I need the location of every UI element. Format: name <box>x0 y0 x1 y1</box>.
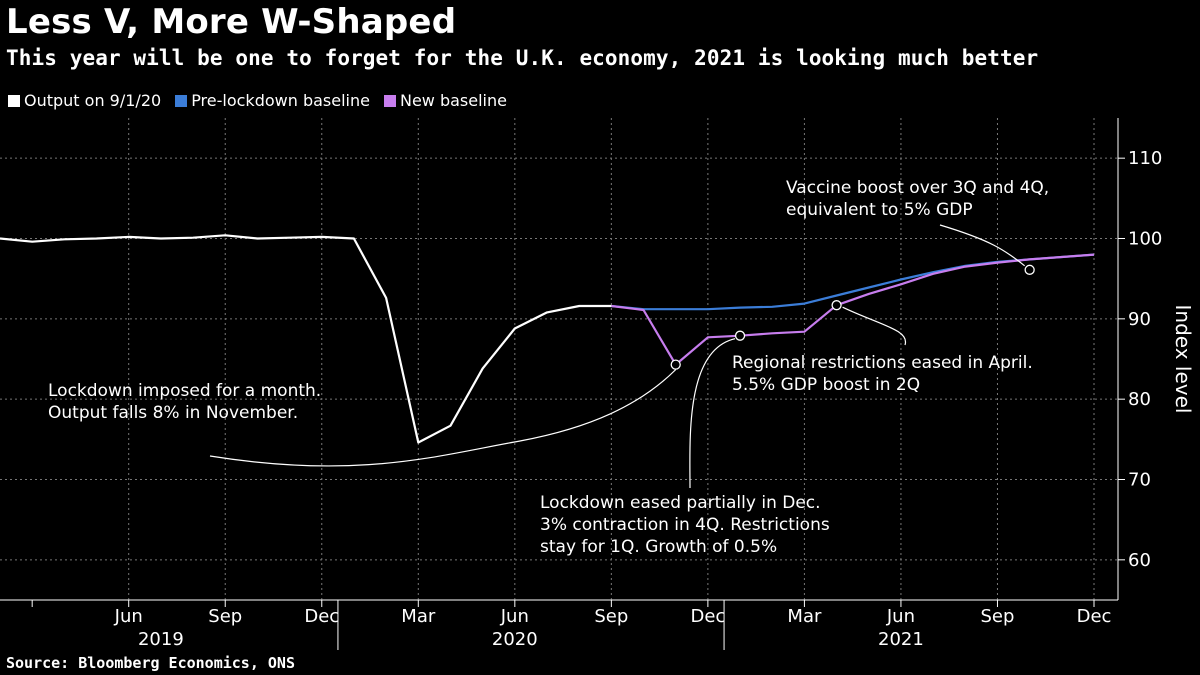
x-tick-label: Dec <box>690 606 725 627</box>
series-line-output-on-9-1-20 <box>0 234 612 444</box>
chart-legend: Output on 9/1/20 Pre-lockdown baseline N… <box>8 91 507 110</box>
annotation-line: 5.5% GDP boost in 2Q <box>732 375 920 395</box>
chart-title: Less V, More W-Shaped <box>6 2 457 42</box>
annotation-marker <box>1024 264 1035 275</box>
year-label: 2021 <box>878 629 924 650</box>
annotation-marker <box>670 359 681 370</box>
annotation-line: equivalent to 5% GDP <box>786 200 973 220</box>
y-tick-label: 110 <box>1128 148 1162 169</box>
annotation-marker <box>831 300 842 311</box>
annotation-line: stay for 1Q. Growth of 0.5% <box>540 537 777 557</box>
annotation-text: Lockdown eased partially in Dec. 3% contr… <box>540 493 830 557</box>
legend-swatch-output <box>8 94 20 107</box>
annotation-leader <box>689 338 736 489</box>
legend-swatch-new-baseline <box>383 94 396 107</box>
y-tick-label: 60 <box>1128 550 1151 571</box>
legend-item-new-baseline: New baseline <box>383 91 507 110</box>
annotation-leader <box>842 306 907 346</box>
y-axis-label: Index level <box>1171 305 1195 414</box>
annotation-line: Output falls 8% in November. <box>48 403 298 423</box>
x-tick-label: Mar <box>787 606 822 627</box>
annotation-line: Vaccine boost over 3Q and 4Q, <box>786 178 1049 198</box>
x-tick-label: Jun <box>500 606 529 627</box>
annotation-line: Lockdown imposed for a month. <box>48 381 321 401</box>
legend-item-pre-lockdown: Pre-lockdown baseline <box>175 91 370 110</box>
annotation-text: Regional restrictions eased in April. 5.5… <box>732 353 1033 395</box>
x-tick-label: Mar <box>401 606 436 627</box>
year-label: 2020 <box>492 629 538 650</box>
y-tick-label: 90 <box>1128 309 1151 330</box>
y-tick-label: 100 <box>1128 229 1162 250</box>
legend-label-pre-lockdown: Pre-lockdown baseline <box>191 91 370 110</box>
annotation-leader <box>209 369 677 467</box>
chart-subtitle: This year will be one to forget for the … <box>6 46 1039 70</box>
annotation-text: Lockdown imposed for a month. Output fall… <box>48 381 321 423</box>
y-tick-label: 70 <box>1128 470 1151 491</box>
y-tick-label: 80 <box>1128 389 1151 410</box>
legend-item-output: Output on 9/1/20 <box>8 91 161 110</box>
year-label: 2019 <box>138 629 184 650</box>
annotation-line: 3% contraction in 4Q. Restrictions <box>540 515 830 535</box>
x-tick-label: Dec <box>1077 606 1112 627</box>
x-tick-label: Dec <box>304 606 339 627</box>
series-line-new-baseline <box>611 253 1095 366</box>
x-tick-label: Sep <box>981 606 1015 627</box>
x-tick-label: Sep <box>594 606 628 627</box>
annotation-marker <box>734 330 746 341</box>
x-tick-label: Jun <box>114 606 143 627</box>
source-note: Source: Bloomberg Economics, ONS <box>6 654 295 672</box>
x-tick-label: Sep <box>208 606 242 627</box>
x-tick-label: Jun <box>886 606 915 627</box>
annotation-line: Lockdown eased partially in Dec. <box>540 493 821 513</box>
annotation-leader <box>939 224 1026 267</box>
annotation-text: Vaccine boost over 3Q and 4Q, equivalent … <box>786 178 1049 220</box>
annotation-line: Regional restrictions eased in April. <box>732 353 1033 373</box>
legend-swatch-pre-lockdown <box>175 94 188 107</box>
legend-label-new-baseline: New baseline <box>399 91 507 110</box>
legend-label-output: Output on 9/1/20 <box>24 91 162 110</box>
